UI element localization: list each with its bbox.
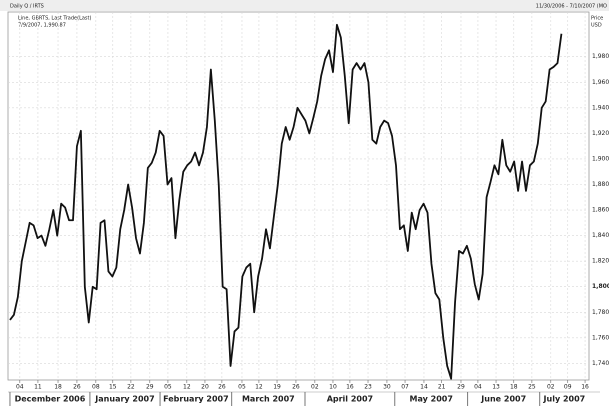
x-tick-label: 12 [183,384,191,391]
x-tick-label: 21 [438,384,446,391]
x-tick-label: 18 [54,384,62,391]
x-tick-label: 15 [109,384,117,391]
x-tick-label: 11 [34,384,42,391]
x-tick-label: 26 [292,384,300,391]
x-tick-label: 07 [401,384,409,391]
x-tick-label: 10 [329,384,337,391]
plot-frame [7,11,590,381]
x-tick-label: 09 [564,384,572,391]
x-tick-label: 04 [474,384,482,391]
x-tick-label: 18 [510,384,518,391]
x-tick-label: 05 [238,384,246,391]
x-tick-label: 20 [201,384,209,391]
y-tick-label: 1,860 [592,207,609,214]
y-tick-label: 1,840 [592,232,609,239]
y-axis-label: Price [591,16,603,22]
x-tick-label: 13 [492,384,500,391]
x-tick-label: 29 [457,384,465,391]
x-tick-label: 23 [364,384,372,391]
x-tick-label: 08 [92,384,100,391]
chart-title: Daily Q / IRTS [10,4,44,10]
x-tick-label: 19 [273,384,281,391]
x-tick-label: 29 [146,384,154,391]
y-tick-label: 1,740 [592,360,609,367]
month-label: December 2006 [15,395,86,404]
y-tick-label: 1,980 [592,53,609,60]
month-label: February 2007 [163,395,229,404]
month-label: July 2007 [543,395,586,404]
x-tick-label: 14 [420,384,428,391]
legend-line1: Line, GBRTS, Last Trade(Last) [18,16,91,22]
legend-line2: 7/9/2007, 1,990.87 [18,23,66,29]
price-line [9,23,563,380]
y-tick-label: 1,800 [592,283,609,290]
date-range: 11/30/2006 - 7/10/2007 (MO [536,4,607,10]
month-label: April 2007 [327,395,373,404]
y-tick-label: 1,820 [592,258,609,265]
y-tick-label: 1,920 [592,130,609,137]
month-label: January 2007 [94,395,154,404]
x-tick-label: 16 [346,384,354,391]
x-tick-label: 12 [255,384,263,391]
x-tick-label: 02 [311,384,319,391]
y-tick-label: 1,960 [592,79,609,86]
y-tick-label: 1,880 [592,181,609,188]
x-tick-label: 04 [16,384,24,391]
month-label: March 2007 [242,395,295,404]
x-tick-label: 26 [73,384,81,391]
y-tick-label: 1,940 [592,104,609,111]
x-tick-label: 16 [581,384,589,391]
y-tick-label: 1,900 [592,155,609,162]
x-tick-label: 22 [127,384,135,391]
month-label: June 2007 [480,395,526,404]
y-tick-label: 1,780 [592,309,609,316]
y-tick-label: 1,760 [592,334,609,341]
y-axis-unit: USD [591,23,602,29]
x-tick-label: 26 [218,384,226,391]
header-bar [0,0,609,11]
x-tick-label: 05 [164,384,172,391]
x-tick-label: 30 [383,384,391,391]
x-tick-label: 02 [547,384,555,391]
x-tick-label: 25 [528,384,536,391]
month-label: May 2007 [410,395,453,404]
